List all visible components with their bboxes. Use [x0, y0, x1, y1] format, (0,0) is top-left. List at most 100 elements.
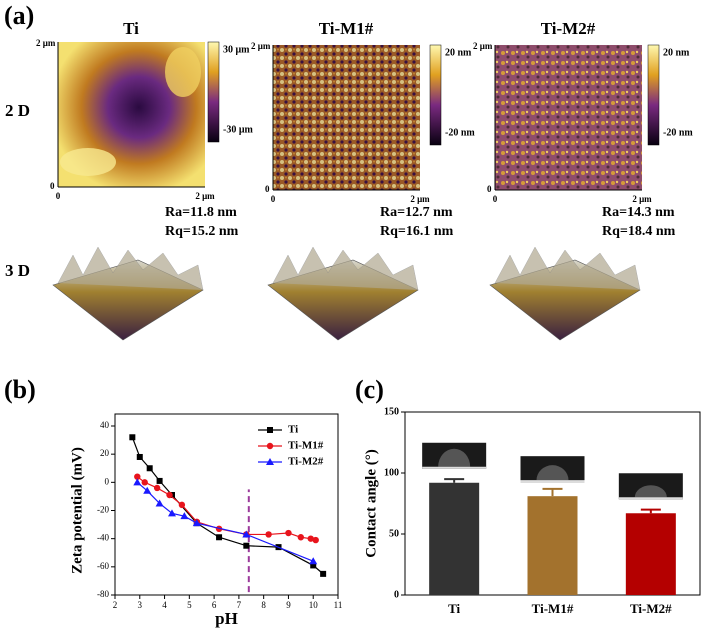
y-tick-label: -40: [97, 533, 109, 543]
y-tick-label: 100: [384, 467, 399, 478]
marker: [143, 486, 152, 494]
droplet: [634, 485, 667, 498]
y-tick-label: -60: [97, 561, 109, 571]
x-tick-label: 6: [212, 600, 217, 610]
colorbar: [207, 41, 220, 143]
column-title: Ti-M2#: [541, 19, 596, 38]
marker: [312, 536, 319, 544]
column-title: Ti: [123, 19, 139, 38]
colorbar-label: -30 μm: [223, 124, 253, 135]
x-tick-label: 5: [187, 600, 192, 610]
axis-label: 0: [493, 194, 498, 204]
colorbar-label: 30 μm: [223, 44, 250, 55]
row-label: 3 D: [5, 261, 30, 280]
axis-label: 2 μm: [473, 41, 493, 51]
marker: [285, 529, 292, 537]
axis-label: 0: [50, 181, 55, 191]
colorbar: [647, 44, 660, 146]
marker: [242, 530, 251, 538]
afm-feature: [165, 47, 201, 97]
marker: [141, 479, 148, 486]
surface-3d-peaks: [272, 246, 419, 291]
x-tick-label: 9: [286, 600, 291, 610]
error-bar: [444, 478, 465, 483]
axis-label: 2 μm: [251, 41, 271, 51]
error-bar: [640, 508, 661, 514]
axis-label: 2 μm: [410, 194, 430, 204]
plot-frame: [114, 413, 339, 596]
roughness-ra: Ra=11.8 nm: [165, 205, 237, 220]
bar: [527, 496, 578, 595]
marker: [297, 534, 305, 541]
axis-label: 2 μm: [195, 191, 215, 201]
marker: [136, 453, 143, 460]
y-tick-label: 0: [105, 476, 110, 486]
afm-feature: [60, 148, 116, 176]
x-tick-label: 11: [334, 600, 343, 610]
x-axis-label: pH: [215, 609, 238, 628]
droplet: [536, 465, 569, 481]
surface-3d-peaks: [494, 246, 641, 291]
row-label: 2 D: [5, 101, 30, 120]
marker: [310, 562, 317, 569]
x-tick-label: 10: [309, 600, 319, 610]
legend-label: Ti-M1#: [288, 440, 324, 452]
colorbar-label: -20 nm: [445, 127, 475, 138]
droplet: [438, 448, 471, 467]
axis-label: 2 μm: [632, 194, 652, 204]
bar: [625, 513, 676, 595]
axis-label: 2 μm: [36, 38, 56, 48]
axis-label: 0: [56, 191, 61, 201]
marker: [167, 509, 176, 517]
y-axis-label: Zeta potential (mV): [69, 447, 85, 574]
marker: [266, 458, 274, 465]
roughness-rq: Rq=15.2 nm: [165, 224, 239, 239]
marker: [307, 535, 314, 542]
y-tick-label: 40: [100, 420, 110, 430]
roughness-rq: Rq=18.4 nm: [602, 224, 676, 239]
axis-label: 0: [487, 184, 492, 194]
afm-overlay: [273, 45, 420, 190]
y-tick-label: -80: [97, 589, 109, 599]
column-title: Ti-M1#: [319, 19, 374, 38]
y-tick-label: 20: [100, 448, 110, 458]
marker: [133, 478, 142, 486]
axis-label: 0: [265, 184, 270, 194]
x-tick-label: Ti-M2#: [630, 601, 672, 616]
y-tick-label: -20: [97, 505, 109, 515]
bar: [429, 482, 480, 595]
marker: [320, 570, 327, 577]
x-tick-label: 2: [113, 600, 118, 610]
marker: [166, 491, 173, 499]
marker: [192, 519, 201, 527]
panel-label: (b): [4, 375, 36, 404]
y-axis-label: Contact angle (°): [363, 449, 379, 557]
marker: [156, 477, 163, 484]
afm-image: [273, 45, 420, 190]
colorbar-label: 20 nm: [445, 47, 472, 58]
colorbar-label: -20 nm: [663, 127, 693, 138]
error-bar: [542, 487, 563, 497]
afm-overlay: [495, 45, 642, 190]
y-tick-label: 0: [394, 589, 399, 600]
x-tick-label: Ti-M1#: [532, 601, 574, 616]
marker: [265, 531, 272, 538]
roughness-rq: Rq=16.1 nm: [380, 224, 454, 239]
colorbar: [429, 44, 442, 146]
marker: [267, 427, 273, 433]
series-line: [136, 481, 314, 562]
panel-label: (c): [355, 375, 384, 404]
legend-label: Ti-M2#: [288, 456, 324, 468]
marker: [266, 442, 274, 450]
marker: [146, 465, 153, 472]
roughness-ra: Ra=14.3 nm: [602, 205, 675, 220]
marker: [216, 534, 223, 541]
marker: [180, 512, 189, 520]
marker: [243, 542, 250, 549]
axis-label: 0: [271, 194, 276, 204]
y-tick-label: 50: [389, 528, 399, 539]
afm-image: [495, 45, 642, 190]
legend-label: Ti: [288, 424, 298, 436]
marker: [178, 501, 186, 509]
